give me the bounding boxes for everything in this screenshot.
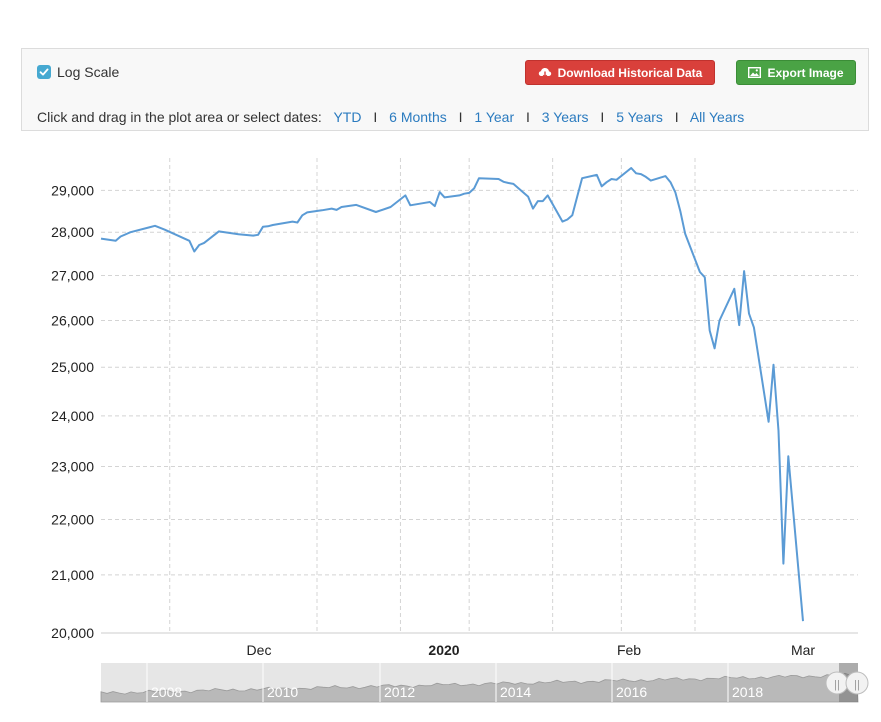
navigator-year-label: 2010 bbox=[267, 684, 298, 700]
range-separator: I bbox=[526, 109, 530, 125]
range-ytd-link[interactable]: YTD bbox=[333, 109, 362, 125]
range-3-years-link[interactable]: 3 Years bbox=[541, 109, 589, 125]
navigator-year-label: 2018 bbox=[732, 684, 763, 700]
y-axis: 20,000 21,000 22,000 23,000 24,000 25,000 26,0… bbox=[51, 182, 94, 641]
range-separator: I bbox=[600, 109, 605, 125]
y-tick-label: 27,000 bbox=[51, 268, 94, 284]
navigator-series bbox=[100, 672, 859, 703]
y-tick-label: 25,000 bbox=[51, 359, 94, 375]
y-tick-label: 21,000 bbox=[51, 567, 94, 583]
grip-icon: || bbox=[854, 679, 860, 691]
x-tick-label: Feb bbox=[617, 642, 641, 658]
y-tick-label: 22,000 bbox=[51, 511, 94, 527]
navigator-handle-left[interactable]: || bbox=[825, 671, 849, 695]
log-scale-label: Log Scale bbox=[57, 64, 120, 80]
download-button-label: Download Historical Data bbox=[557, 65, 703, 80]
log-scale-toggle[interactable]: Log Scale bbox=[37, 64, 119, 80]
navigator-year-label: 2012 bbox=[384, 684, 415, 700]
y-tick-label: 28,000 bbox=[51, 224, 94, 240]
x-tick-label: Dec bbox=[247, 642, 272, 658]
y-tick-label: 23,000 bbox=[51, 459, 94, 475]
series-line bbox=[100, 167, 804, 622]
range-prompt: Click and drag in the plot area or selec… bbox=[37, 109, 322, 125]
range-5-years-link[interactable]: 5 Years bbox=[616, 109, 663, 125]
range-6-months-link[interactable]: 6 Months bbox=[389, 109, 447, 125]
navigator-year-label: 2014 bbox=[500, 684, 531, 700]
grid bbox=[101, 158, 858, 634]
navigator-year-label: 2016 bbox=[616, 684, 647, 700]
range-separator: I bbox=[674, 109, 679, 125]
y-tick-label: 24,000 bbox=[51, 408, 94, 424]
navigator-year-label: 2008 bbox=[151, 684, 182, 700]
checkmark-icon bbox=[39, 68, 49, 76]
range-separator: I bbox=[458, 109, 463, 125]
download-historical-data-button[interactable]: Download Historical Data bbox=[525, 60, 715, 85]
grip-icon: || bbox=[834, 679, 840, 691]
cloud-download-icon bbox=[538, 67, 552, 79]
y-tick-label: 20,000 bbox=[51, 625, 94, 641]
log-scale-checkbox[interactable] bbox=[37, 65, 51, 79]
y-tick-label: 26,000 bbox=[51, 312, 94, 328]
x-tick-label: Mar bbox=[791, 642, 815, 658]
navigator-handle-right[interactable]: || bbox=[845, 671, 869, 695]
range-separator: I bbox=[373, 109, 378, 125]
range-1-year-link[interactable]: 1 Year bbox=[474, 109, 515, 125]
chart-controls-panel: Log Scale Download Historical Data Expor… bbox=[21, 48, 869, 131]
date-range-selector: Click and drag in the plot area or selec… bbox=[37, 109, 744, 125]
image-icon bbox=[748, 67, 762, 78]
navigator[interactable]: 2008 2010 2012 2014 2016 2018 || || bbox=[100, 663, 869, 703]
export-image-button[interactable]: Export Image bbox=[736, 60, 856, 85]
y-tick-label: 29,000 bbox=[51, 182, 94, 198]
x-tick-label: 2020 bbox=[428, 642, 459, 658]
export-button-label: Export Image bbox=[767, 65, 844, 80]
range-all-years-link[interactable]: All Years bbox=[689, 109, 745, 125]
series bbox=[100, 167, 804, 622]
x-axis: Dec 2020 Feb Mar bbox=[101, 632, 858, 658]
